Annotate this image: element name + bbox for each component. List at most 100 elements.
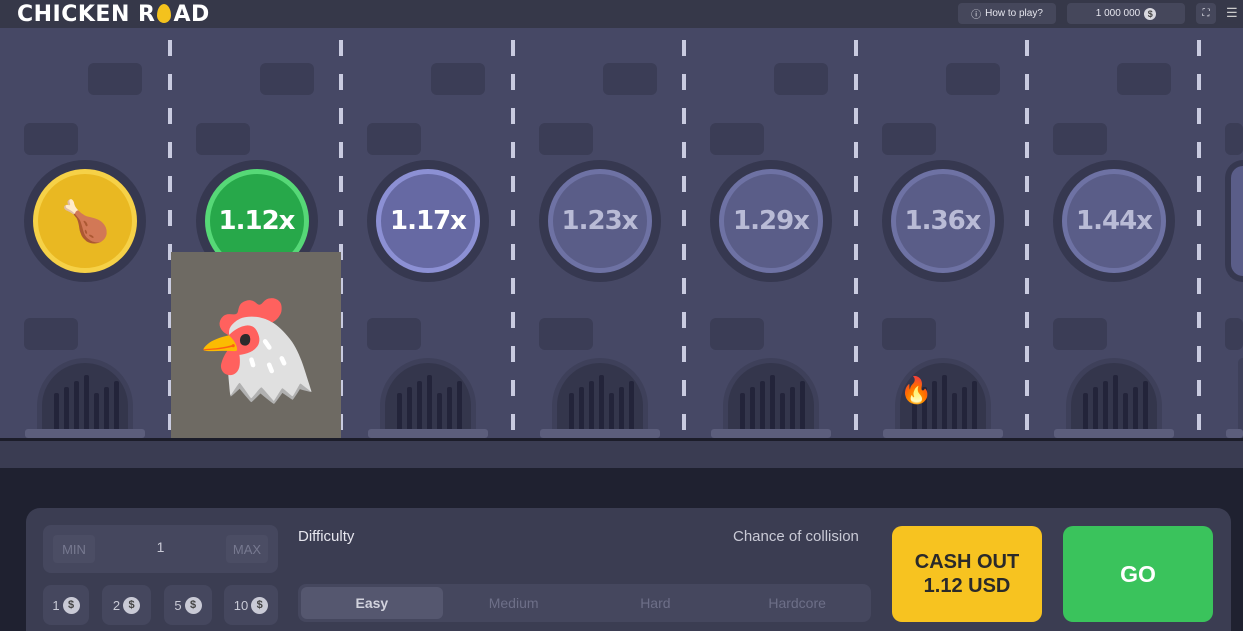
balance-display: 1 000 000 $ [1067,3,1185,24]
quick-bet-label: 10 [233,597,249,613]
quick-bet-5[interactable]: 5 $ [164,585,212,625]
wall-brick [24,123,78,155]
lane-divider [1196,40,1201,438]
multiplier-5[interactable]: 1.36x [881,160,1004,282]
logo-text-end: AD [173,2,210,27]
egg-icon [157,4,172,23]
chicken-lane-highlight [171,252,341,438]
lane-divider [167,40,172,438]
menu-icon[interactable]: ☰ [1226,5,1238,20]
wall-brick [1053,123,1107,155]
how-to-play-label: How to play? [985,8,1043,19]
sewer-grate [1237,358,1243,438]
multiplier-label: 1.44x [1062,169,1166,273]
curb [368,429,488,438]
dollar-coin-icon: $ [62,596,80,614]
multiplier-3[interactable]: 1.23x [538,160,661,282]
cash-out-label: CASH OUT [914,551,1020,573]
quick-bet-label: 1 [52,597,60,613]
difficulty-medium[interactable]: Medium [488,595,539,611]
cash-out-button[interactable]: CASH OUT 1.12 USD [892,526,1042,622]
wall-brick [24,318,78,350]
wall-brick [1224,123,1243,155]
how-to-play-button[interactable]: ⓘ How to play? [958,3,1056,24]
go-button[interactable]: GO [1063,526,1213,622]
dollar-coin-icon: $ [184,596,202,614]
multiplier-4[interactable]: 1.29x [710,160,832,282]
wall-brick [195,123,250,155]
lane-divider [1025,40,1029,438]
sewer-grate [37,358,133,438]
lane-divider [339,40,343,438]
balance-value: 1 000 000 [1095,8,1141,19]
wall-brick [88,63,142,95]
wall-brick [710,123,764,155]
wall-brick [881,318,936,350]
lane-divider [853,40,858,438]
lane-divider [510,40,515,438]
max-button[interactable]: MAX [226,535,268,563]
wall-brick [774,63,828,95]
wall-brick [1117,63,1171,95]
top-bar: CHICKEN R AD ⓘ How to play? 1 000 000 $ ⛶ ☰ [0,0,1243,28]
chicken-icon: 🐔 [195,294,320,406]
sewer-grate [551,358,648,438]
wall-brick [259,63,314,95]
quick-bet-10[interactable]: 10 $ [224,585,278,625]
quick-bet-label: 2 [112,597,121,613]
logo-text: CHICKEN R [17,2,156,27]
lane-divider [682,40,686,438]
wall-brick [710,318,764,350]
curb [539,429,660,438]
difficulty-hardcore[interactable]: Hardcore [768,595,826,611]
roast-chicken-icon: 🍗 [60,198,111,245]
wall-brick [1224,318,1243,350]
wall-brick [602,63,657,95]
multiplier-2[interactable]: 1.17x [367,160,489,282]
wall-brick [431,63,485,95]
dollar-coin-icon: $ [251,596,269,614]
cash-out-amount: 1.12 USD [923,575,1011,597]
sewer-grate [380,358,476,438]
quick-bet-label: 5 [174,597,182,613]
min-button[interactable]: MIN [53,535,95,563]
curb [882,429,1003,438]
wall-brick [945,63,1000,95]
collision-label: Chance of collision [733,528,859,545]
curb [1225,429,1243,438]
quick-bet-1[interactable]: 1 $ [43,585,89,625]
info-icon: ⓘ [971,10,982,21]
start-coin: 🍗 [24,160,146,282]
curb [25,429,145,438]
wall-brick [1053,318,1107,350]
control-panel: MIN 1 MAX 1 $ 2 $ 5 $ 10 $ Difficulty Chance… [26,508,1231,631]
quick-bet-2[interactable]: 2 $ [102,585,151,625]
dollar-coin-icon: $ [1144,7,1157,20]
difficulty-easy[interactable]: Easy [301,587,443,619]
difficulty-label: Difficulty [298,528,355,545]
multiplier-label: 🍗 [33,169,137,273]
multiplier-label: 1.23x [547,169,652,273]
wall-brick [881,123,936,155]
difficulty-selector: Easy Medium Hard Hardcore [298,584,871,622]
multiplier-label: 1.17x [376,169,480,273]
wall-brick [367,318,421,350]
curb [711,429,831,438]
wall-brick [538,318,593,350]
bet-value[interactable]: 1 [156,539,165,555]
fullscreen-button[interactable]: ⛶ [1196,3,1216,24]
multiplier-label: 1.29x [719,169,823,273]
difficulty-hard[interactable]: Hard [640,595,671,611]
multiplier-7[interactable] [1224,160,1243,282]
curb [1054,429,1174,438]
fire-icon: 🔥 [900,375,933,405]
logo: CHICKEN R AD [17,2,210,27]
multiplier-6[interactable]: 1.44x [1053,160,1175,282]
road-strip [0,438,1243,468]
fullscreen-icon: ⛶ [1202,8,1210,19]
wall-brick [538,123,593,155]
multiplier-label: 1.36x [890,169,995,273]
dollar-coin-icon: $ [123,596,141,614]
wall-brick [367,123,421,155]
bet-amount-input[interactable]: MIN 1 MAX [43,525,278,573]
